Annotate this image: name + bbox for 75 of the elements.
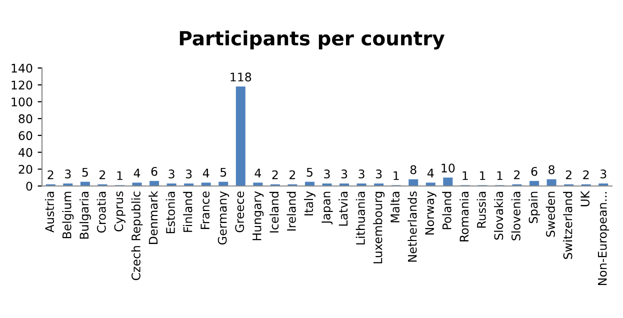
- x-tick-label: Hungary: [252, 191, 264, 240]
- y-tick-label: 40: [18, 148, 32, 157]
- data-label: 4: [202, 168, 210, 178]
- data-label: 2: [290, 170, 296, 180]
- data-label: 1: [497, 171, 502, 180]
- x-tick-label: Croatia: [96, 192, 106, 233]
- y-tick-label: 80: [18, 114, 32, 124]
- data-label: 3: [358, 169, 364, 178]
- x-tick-label: Bulgaria: [79, 192, 91, 239]
- x-tick-label: Iceland: [269, 192, 279, 232]
- x-tick-label: Czech Republic: [131, 192, 143, 280]
- x-tick-label: Switzerland: [563, 192, 572, 259]
- x-tick-label: Denmark: [148, 190, 158, 244]
- x-tick-label: Sweden: [546, 192, 555, 237]
- data-label: 4: [254, 168, 262, 178]
- data-label: 5: [306, 168, 312, 177]
- data-label: 5: [220, 168, 226, 177]
- y-tick-label: 0: [26, 182, 32, 191]
- data-label: 6: [151, 166, 158, 176]
- data-label: 3: [600, 169, 606, 178]
- data-label: 2: [514, 170, 520, 180]
- data-label: 6: [531, 166, 538, 176]
- x-tick-label: Slovakia: [494, 192, 504, 240]
- x-tick-label: Ireland: [286, 192, 296, 231]
- data-label: 2: [583, 170, 589, 180]
- data-label: 3: [324, 169, 330, 178]
- data-label: 2: [100, 170, 106, 180]
- data-label: 4: [134, 168, 140, 178]
- x-tick-label: Netherlands: [408, 191, 417, 262]
- data-label: 8: [410, 165, 416, 174]
- x-tick-label: Russia: [476, 192, 486, 228]
- data-label: 1: [462, 171, 468, 180]
- data-label: 3: [341, 169, 348, 178]
- x-tick-label: Non-European...: [598, 192, 610, 285]
- data-label: 3: [168, 169, 174, 178]
- x-tick-label: Norway: [425, 191, 436, 234]
- x-tick-label: Malta: [390, 192, 400, 222]
- x-tick-label: Slovenia: [511, 192, 520, 240]
- data-label: 3: [186, 169, 192, 178]
- x-tick-label: Romania: [459, 192, 469, 242]
- y-tick-label: 140: [12, 64, 32, 73]
- data-label: 8: [548, 165, 554, 174]
- data-label: 5: [82, 168, 88, 177]
- data-label: 10: [442, 164, 455, 173]
- data-label: 2: [272, 170, 278, 180]
- x-tick-label: Japan: [322, 192, 333, 224]
- data-label: 4: [427, 168, 434, 178]
- x-tick-label: Belgium: [62, 192, 74, 238]
- y-tick-label: 60: [18, 131, 32, 140]
- x-tick-label: UK: [580, 190, 590, 206]
- x-tick-label: France: [200, 191, 210, 229]
- x-tick-label: Poland: [442, 192, 452, 230]
- y-tick-label: 20: [18, 164, 32, 174]
- data-label: 118: [230, 72, 252, 82]
- data-label: 3: [376, 169, 382, 178]
- data-label: 2: [48, 170, 54, 180]
- x-tick-label: Finland: [183, 192, 192, 232]
- x-tick-label: Latvia: [338, 192, 348, 226]
- data-label: 1: [117, 171, 122, 180]
- x-tick-label: Cyprus: [114, 191, 126, 232]
- data-label: 1: [394, 171, 399, 180]
- data-label: 1: [480, 171, 486, 180]
- x-tick-label: Italy: [304, 191, 316, 216]
- y-tick-label: 120: [12, 80, 32, 90]
- x-tick-label: Germany: [218, 191, 230, 244]
- x-tick-label: Austria: [44, 192, 54, 232]
- chart-title: Participants per country: [180, 30, 445, 50]
- x-tick-label: Luxembourg: [373, 192, 385, 264]
- data-label: 2: [566, 170, 572, 180]
- y-tick-label: 100: [12, 97, 32, 106]
- data-label: 3: [65, 169, 71, 178]
- x-tick-label: Greece: [235, 191, 244, 232]
- x-tick-label: Lithuania: [356, 192, 365, 244]
- x-tick-label: Spain: [528, 192, 540, 224]
- x-tick-label: Estonia: [166, 192, 175, 234]
